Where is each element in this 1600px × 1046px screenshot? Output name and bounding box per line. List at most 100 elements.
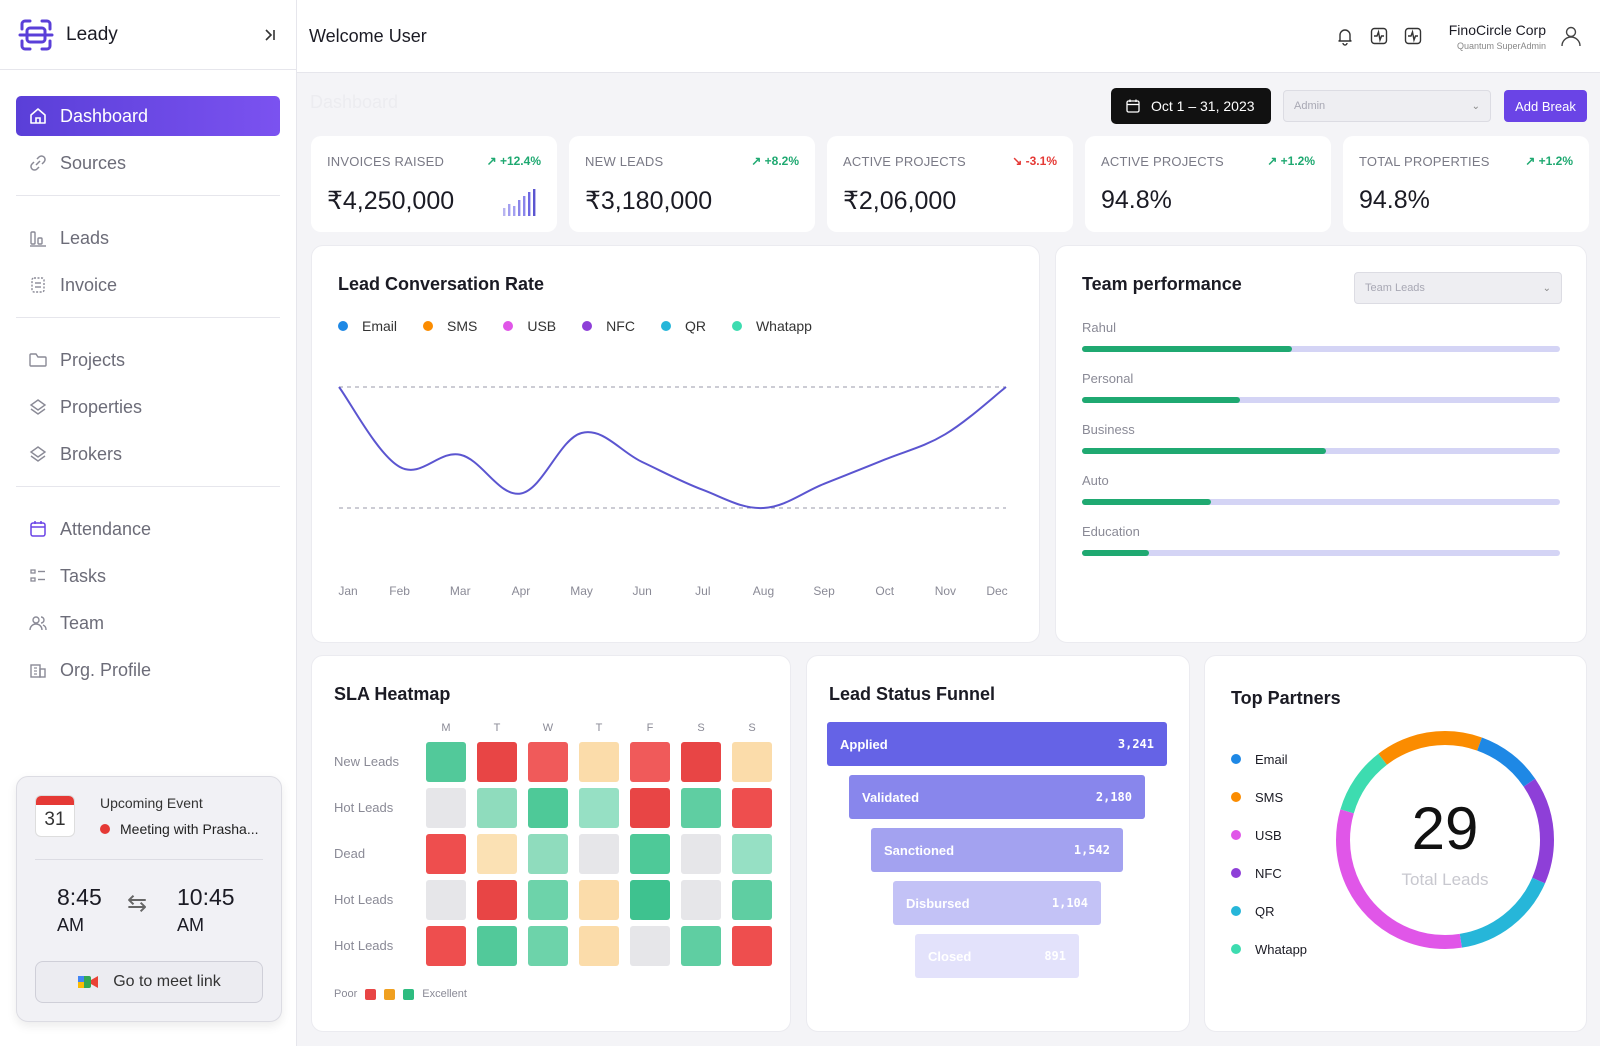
team-leads-select[interactable]: Team Leads ⌄ [1354,272,1562,304]
org-info[interactable]: FinoCircle Corp Quantum SuperAdmin [1449,22,1546,51]
data-point[interactable] [943,432,947,436]
heatmap-cell[interactable] [477,926,517,966]
heatmap-cell[interactable] [426,926,466,966]
data-point[interactable] [822,482,826,486]
add-break-button[interactable]: Add Break [1504,90,1587,122]
swap-arrows-icon: ⇆ [127,890,148,917]
data-point[interactable] [398,465,402,469]
donut-segment-usb[interactable] [1336,731,1554,949]
data-point[interactable] [761,506,765,510]
go-to-meet-link-button[interactable]: Go to meet link [35,961,263,1003]
x-tick-label: Jan [338,584,357,598]
heatmap-cell[interactable] [681,834,721,874]
kpi-change: ↗ +8.2% [751,154,799,168]
data-point[interactable] [580,431,584,435]
heatmap-cell[interactable] [732,880,772,920]
progress-track [1082,499,1560,505]
heatmap-cell[interactable] [528,834,568,874]
data-point[interactable] [701,488,705,492]
sidebar-item-dashboard[interactable]: Dashboard [16,96,280,136]
heatmap-cell[interactable] [579,926,619,966]
heatmap-cell[interactable] [681,788,721,828]
heatmap-cell[interactable] [426,788,466,828]
heatmap-cell[interactable] [630,834,670,874]
heatmap-cell[interactable] [426,742,466,782]
heatmap-cell[interactable] [630,926,670,966]
heatmap-cell[interactable] [477,880,517,920]
sidebar-item-sources[interactable]: Sources [16,143,280,183]
sidebar-item-brokers[interactable]: Brokers [16,434,280,474]
heatmap-cell[interactable] [528,788,568,828]
x-tick-label: Mar [450,584,471,598]
building-icon [30,664,46,678]
trend-up-icon: ↗ [751,154,765,168]
user-avatar-icon[interactable] [1558,23,1584,49]
donut-segment-nfc[interactable] [1336,731,1554,949]
funnel-stage-label: Applied [840,736,888,752]
kpi-label: ACTIVE PROJECTS [1101,154,1224,169]
heatmap-cell[interactable] [681,926,721,966]
legend-item-sms: SMS [423,318,477,334]
funnel-stage[interactable]: Disbursed 1,104 [893,881,1101,925]
heatmap-cell[interactable] [681,880,721,920]
progress-fill [1082,550,1149,556]
heatmap-cell[interactable] [732,742,772,782]
funnel-stage[interactable]: Applied 3,241 [827,722,1167,766]
data-point[interactable] [458,453,462,457]
heatmap-cell[interactable] [528,926,568,966]
sidebar-item-org-profile[interactable]: Org. Profile [16,650,280,690]
sidebar-item-team[interactable]: Team [16,603,280,643]
sidebar-item-projects[interactable]: Projects [16,340,280,380]
top-header: Welcome User FinoCircle Corp Quantum Sup… [297,0,1600,73]
collapse-sidebar-icon[interactable] [260,25,280,45]
data-point[interactable] [883,458,887,462]
trend-up-icon: ↗ [1525,154,1539,168]
heatmap-cell[interactable] [630,880,670,920]
heatmap-cell[interactable] [477,834,517,874]
heatmap-row-label: Hot Leads [334,892,394,907]
legend-label: NFC [606,318,635,334]
heatmap-cell[interactable] [630,788,670,828]
date-range-button[interactable]: Oct 1 – 31, 2023 [1111,88,1271,124]
heatmap-cell[interactable] [528,742,568,782]
funnel-stage[interactable]: Sanctioned 1,542 [871,828,1123,872]
heatmap-cell[interactable] [528,880,568,920]
heatmap-cell[interactable] [732,788,772,828]
calendar-icon [1126,99,1140,113]
heatmap-cell[interactable] [426,880,466,920]
funnel-stage-value: 1,542 [1073,843,1110,857]
legend-item-email: Email [338,318,397,334]
activity-icon[interactable] [1369,26,1389,46]
funnel-stage[interactable]: Validated 2,180 [849,775,1145,819]
data-point[interactable] [337,385,341,389]
heatmap-cell[interactable] [426,834,466,874]
heatmap-cell[interactable] [579,788,619,828]
heatmap-cell[interactable] [579,880,619,920]
heatmap-cell[interactable] [681,742,721,782]
sidebar-item-leads[interactable]: Leads [16,218,280,258]
sidebar-item-tasks[interactable]: Tasks [16,556,280,596]
pulse-icon[interactable] [1403,26,1423,46]
sidebar-item-attendance[interactable]: Attendance [16,509,280,549]
heatmap-cell[interactable] [477,788,517,828]
heatmap-cell[interactable] [477,742,517,782]
org-name: FinoCircle Corp [1448,21,1546,38]
heatmap-cell[interactable] [579,834,619,874]
data-point[interactable] [519,491,523,495]
partners-legend: Email SMS USB NFC QR Whatapp [1231,740,1307,968]
funnel-stage[interactable]: Closed 891 [915,934,1079,978]
data-point[interactable] [640,460,644,464]
bell-icon[interactable] [1335,26,1355,46]
heatmap-cell[interactable] [732,834,772,874]
data-point[interactable] [1004,385,1008,389]
heatmap-cell[interactable] [732,926,772,966]
heatmap-cell[interactable] [630,742,670,782]
role-select[interactable]: Admin ⌄ [1283,90,1491,122]
kpi-value: 94.8% [1359,186,1430,214]
legend-dot-icon [582,321,593,331]
progress-fill [1082,397,1240,403]
heatmap-cell[interactable] [579,742,619,782]
donut-segment-sms[interactable] [1336,731,1554,949]
sidebar-item-invoice[interactable]: Invoice [16,265,280,305]
sidebar-item-properties[interactable]: Properties [16,387,280,427]
